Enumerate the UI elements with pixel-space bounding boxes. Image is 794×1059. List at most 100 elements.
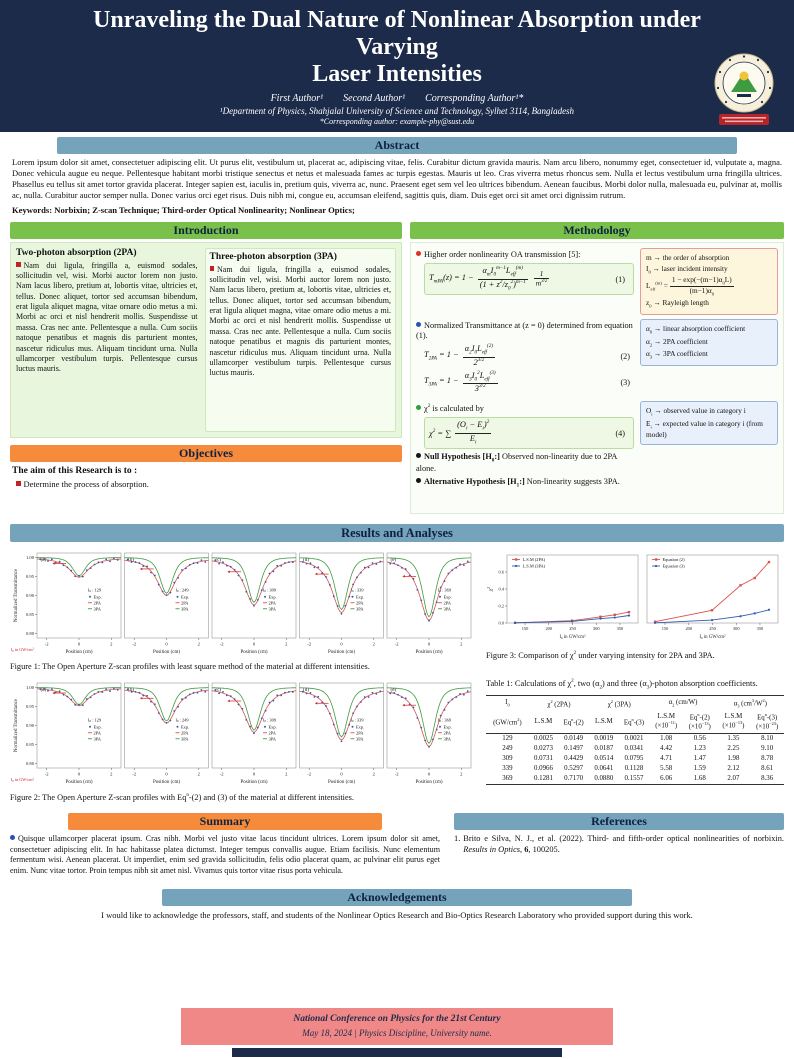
exp-point bbox=[253, 604, 255, 607]
conference-date: May 18, 2024 | Physics Discipline, Unive… bbox=[302, 1028, 492, 1038]
svg-text:Exp.: Exp. bbox=[181, 724, 189, 729]
exp-point bbox=[222, 690, 224, 693]
exp-point bbox=[150, 700, 152, 703]
exp-point bbox=[214, 558, 217, 561]
svg-text:3PA: 3PA bbox=[269, 606, 277, 611]
figure2-block: Normalized Transmittance I0 in GW/cm2 1.00… bbox=[10, 678, 476, 803]
bullet-dot-icon bbox=[416, 250, 421, 256]
exp-point bbox=[336, 604, 339, 607]
methodology-row-3: χ2 is calculated by χ2 = ∑ (Oi − Ei)2 Ei … bbox=[416, 400, 778, 491]
alternative-hypothesis: Alternative Hypothesis [H1:] Non-lineari… bbox=[416, 477, 634, 489]
svg-text:0: 0 bbox=[78, 641, 81, 646]
svg-text:2: 2 bbox=[460, 771, 463, 776]
exp-point bbox=[284, 691, 286, 694]
figure1-caption: Figure 1: The Open Aperture Z-scan profi… bbox=[10, 661, 370, 671]
svg-text:Position (cm): Position (cm) bbox=[65, 780, 92, 785]
svg-text:2: 2 bbox=[460, 641, 463, 646]
exp-point bbox=[459, 692, 461, 695]
title-line-1: Unraveling the Dual Nature of Nonlinear … bbox=[93, 7, 701, 60]
svg-text:(d): (d) bbox=[303, 686, 309, 693]
exp-point bbox=[109, 690, 111, 692]
exp-point bbox=[336, 732, 339, 735]
exp-point bbox=[188, 563, 191, 566]
exp-point bbox=[50, 688, 53, 690]
svg-text:Exp.: Exp. bbox=[181, 594, 189, 599]
equation-1: TmPA(z) = 1 − αmI0m−1Leff(m) (1 + z2/z02)… bbox=[424, 262, 634, 296]
svg-text:Exp.: Exp. bbox=[269, 724, 277, 729]
methodology-row-2: Normalized Transmittance at (z = 0) dete… bbox=[416, 318, 778, 397]
curve-3pa bbox=[212, 687, 296, 731]
table-cell: 0.1557 bbox=[618, 773, 650, 785]
svg-text:(b): (b) bbox=[128, 556, 134, 563]
table-cell: 0.0149 bbox=[564, 735, 584, 743]
acknowledgements-text: I would like to acknowledge the professo… bbox=[101, 910, 693, 921]
table-cell: 0.4429 bbox=[564, 755, 584, 763]
exp-point bbox=[241, 707, 244, 710]
exp-point bbox=[237, 574, 240, 576]
exp-point bbox=[260, 588, 263, 591]
svg-text:Exp.: Exp. bbox=[94, 724, 102, 729]
svg-text:3PA: 3PA bbox=[444, 606, 452, 611]
definitions-box-2: α0 → linear absorption coefficient α2 → … bbox=[640, 318, 778, 366]
table-row: 129 0.0025 0.0149 0.0019 0.0021 1.08 0.56 1.35 8… bbox=[486, 733, 784, 744]
exp-point bbox=[85, 568, 88, 571]
exp-point bbox=[264, 580, 267, 583]
exp-point bbox=[112, 687, 115, 689]
exp-point bbox=[416, 716, 419, 719]
exp-point bbox=[301, 690, 304, 693]
svg-text:I0 in GW/cm2: I0 in GW/cm2 bbox=[559, 633, 586, 639]
exp-point bbox=[412, 577, 415, 580]
svg-text:-2: -2 bbox=[395, 641, 400, 646]
exp-point bbox=[204, 560, 207, 563]
svg-text:2PA: 2PA bbox=[269, 730, 277, 735]
svg-text:(e): (e) bbox=[391, 556, 397, 563]
table-cell: 1.08 bbox=[660, 735, 673, 743]
exp-point bbox=[356, 575, 358, 578]
bullet-dot-icon bbox=[10, 834, 15, 840]
exp-point bbox=[39, 557, 42, 560]
svg-text:Position (cm): Position (cm) bbox=[65, 650, 92, 655]
svg-text:Position (cm): Position (cm) bbox=[328, 650, 355, 655]
table-cell: 8.10 bbox=[761, 735, 774, 743]
svg-text:0: 0 bbox=[165, 641, 168, 646]
svg-text:I0 in GW/cm2: I0 in GW/cm2 bbox=[11, 646, 35, 652]
table-cell: 0.0641 bbox=[594, 765, 614, 773]
svg-text:0.4: 0.4 bbox=[499, 586, 505, 591]
svg-text:350: 350 bbox=[617, 626, 624, 631]
exp-point bbox=[97, 560, 100, 563]
svg-text:Exp.: Exp. bbox=[444, 594, 452, 599]
exp-point bbox=[157, 583, 160, 585]
svg-text:I0 : 129: I0 : 129 bbox=[88, 587, 102, 593]
exp-point bbox=[371, 691, 374, 694]
exp-point bbox=[200, 688, 203, 691]
exp-point bbox=[363, 695, 366, 698]
exp-point bbox=[404, 567, 407, 570]
exp-point bbox=[74, 574, 77, 577]
exp-point bbox=[466, 690, 469, 692]
exp-point bbox=[181, 698, 183, 700]
exp-point bbox=[400, 696, 403, 699]
null-hypothesis: Null Hypothesis [H0:] Observed non-linea… bbox=[416, 452, 617, 474]
svg-text:I0 in GW/cm2: I0 in GW/cm2 bbox=[11, 776, 35, 782]
table-cell: 1.59 bbox=[693, 765, 706, 773]
exp-point bbox=[249, 597, 252, 600]
svg-text:0.80: 0.80 bbox=[26, 631, 35, 636]
abstract-section-title: Abstract bbox=[57, 136, 737, 154]
exp-point bbox=[105, 688, 108, 690]
svg-text:1.00: 1.00 bbox=[26, 555, 35, 560]
exp-point bbox=[222, 560, 224, 563]
exp-point bbox=[74, 703, 77, 706]
author-2: Second Author¹ bbox=[343, 92, 406, 104]
exp-point bbox=[367, 565, 370, 568]
references-section: References 1. Brito e Silva, N. J., et a… bbox=[454, 812, 784, 856]
svg-text:Exp.: Exp. bbox=[269, 594, 277, 599]
reference-number: 1. bbox=[454, 833, 461, 843]
svg-text:0.85: 0.85 bbox=[26, 742, 35, 747]
exp-point bbox=[462, 693, 465, 696]
definitions-box-1: m → the order of absorption I0 → laser i… bbox=[640, 247, 778, 315]
exp-point bbox=[184, 696, 187, 699]
exp-point bbox=[431, 738, 434, 741]
exp-point bbox=[375, 562, 378, 565]
zscan-panel bbox=[124, 682, 209, 769]
exp-point bbox=[256, 598, 259, 601]
